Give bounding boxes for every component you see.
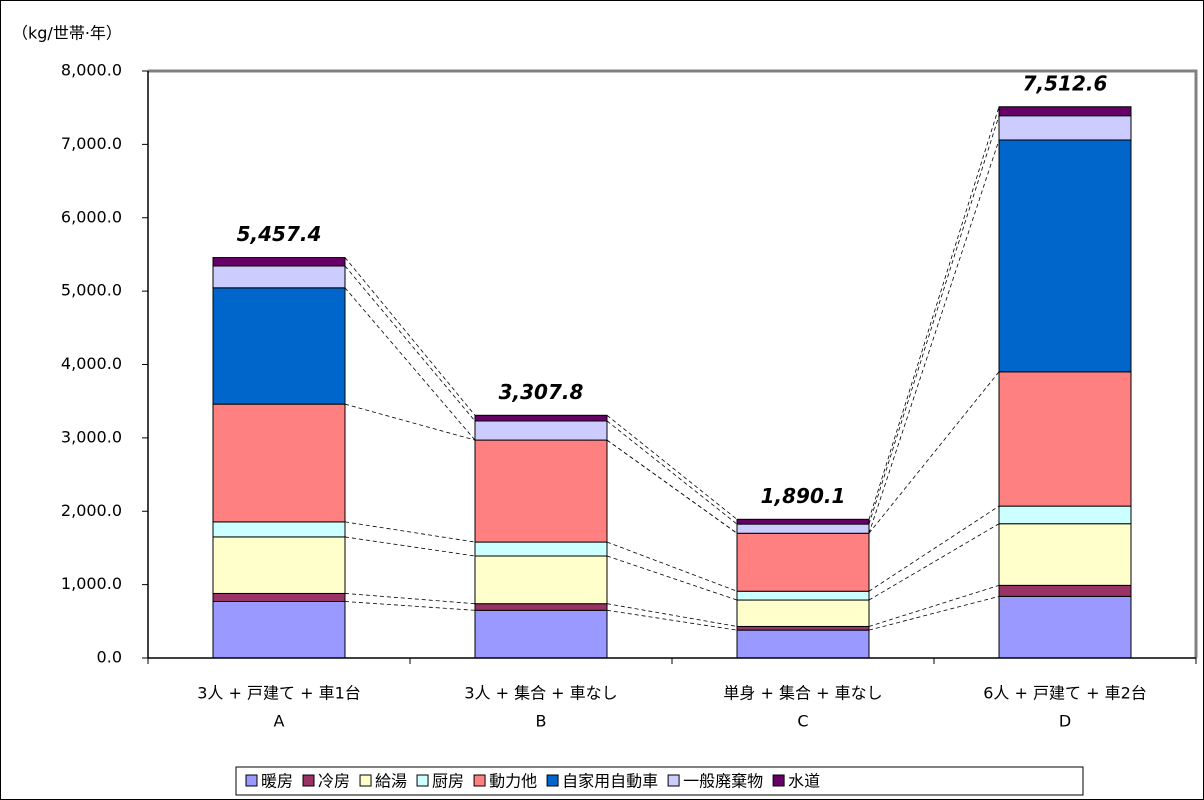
bar-segment [212, 521, 346, 538]
connector [344, 403, 476, 441]
connector [606, 555, 738, 601]
x-tick-label: 3人 + 集合 + 車なし [464, 684, 617, 703]
x-tick-id: A [274, 712, 285, 731]
bar-segment [736, 532, 870, 592]
bar-segment [736, 599, 870, 627]
connector [344, 601, 476, 611]
connector [868, 505, 1000, 592]
y-tick-label: 6,000.0 [61, 207, 122, 226]
y-axis-label: （kg/世帯·年） [12, 24, 122, 43]
legend-swatch [546, 774, 559, 787]
x-tick-label: 単身 + 集合 + 車なし [723, 684, 882, 703]
legend-label: 動力他 [489, 772, 537, 791]
connector [344, 257, 476, 416]
y-tick-label: 3,000.0 [61, 427, 122, 446]
connector [344, 593, 476, 605]
bar-segment [212, 257, 346, 267]
y-tick-label: 1,000.0 [61, 574, 122, 593]
legend-swatch [416, 774, 429, 787]
connector [344, 521, 476, 543]
connector [606, 541, 738, 592]
connector [868, 115, 1000, 525]
connector [606, 603, 738, 627]
legend-label: 水道 [788, 772, 820, 791]
bar-segment [474, 420, 608, 441]
bar-segment [212, 601, 346, 659]
total-label: 5,457.4 [237, 222, 322, 246]
connector [868, 139, 1000, 534]
connector [868, 595, 1000, 631]
x-tick-id: C [797, 712, 808, 731]
total-label: 7,512.6 [1023, 71, 1108, 95]
y-tick-label: 7,000.0 [61, 134, 122, 153]
bar-segment [212, 403, 346, 523]
legend-swatch [473, 774, 486, 787]
legend [235, 766, 1084, 796]
legend-label: 暖房 [261, 772, 293, 791]
y-tick-label: 5,000.0 [61, 281, 122, 300]
bar-segment [736, 523, 870, 534]
bar-segment [474, 439, 608, 543]
bar-segment [998, 595, 1132, 659]
connector [606, 609, 738, 631]
bar-segment [212, 265, 346, 289]
bar-segment [474, 609, 608, 659]
legend-label: 一般廃棄物 [683, 772, 763, 791]
plot-border [148, 69, 1198, 658]
x-tick-id: B [536, 712, 547, 731]
legend-swatch [245, 774, 258, 787]
bar-segment [474, 555, 608, 605]
bar-segment [736, 518, 870, 525]
y-tick-label: 8,000.0 [61, 61, 122, 80]
connector [868, 584, 1000, 627]
bar-segment [998, 106, 1132, 117]
connector [868, 106, 1000, 520]
legend-swatch [359, 774, 372, 787]
bar-segment [736, 590, 870, 601]
y-tick-label: 2,000.0 [61, 501, 122, 520]
connector [606, 439, 738, 534]
legend-label: 自家用自動車 [562, 772, 658, 791]
x-tick-label: 6人 + 戸建て + 車2台 [983, 684, 1147, 703]
bar-segment [736, 625, 870, 631]
bar-segment [736, 629, 870, 659]
legend-label: 厨房 [432, 772, 464, 791]
bar-segment [998, 139, 1132, 373]
legend-label: 給湯 [375, 772, 407, 791]
bar-segment [474, 541, 608, 557]
bar-segment [998, 115, 1132, 141]
bar-segment [998, 584, 1132, 597]
x-tick-label: 3人 + 戸建て + 車1台 [197, 684, 361, 703]
connector [344, 536, 476, 557]
connector [344, 287, 476, 441]
total-label: 1,890.1 [761, 484, 846, 508]
connector [344, 265, 476, 422]
bar-segment [998, 505, 1132, 525]
bar-segment [212, 287, 346, 405]
x-tick-id: D [1059, 712, 1071, 731]
bar-segment [212, 536, 346, 594]
y-tick-label: 4,000.0 [61, 354, 122, 373]
bar-segment [212, 592, 346, 603]
legend-label: 冷房 [318, 772, 350, 791]
bar-segment [998, 523, 1132, 586]
legend-swatch [667, 774, 680, 787]
bar-segment [474, 603, 608, 611]
bar-segment [474, 414, 608, 422]
legend-swatch [302, 774, 315, 787]
total-label: 3,307.8 [499, 380, 584, 404]
y-tick-label: 0.0 [97, 648, 122, 667]
legend-swatch [772, 774, 785, 787]
bar-segment [998, 371, 1132, 507]
